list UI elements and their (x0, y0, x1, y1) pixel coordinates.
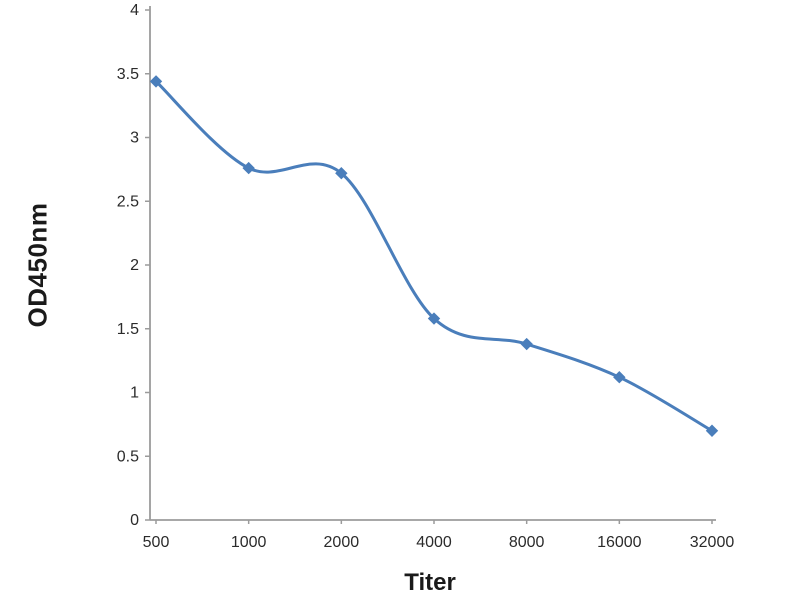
x-tick-label: 8000 (509, 534, 545, 551)
x-tick-label: 4000 (416, 534, 452, 551)
series-line (154, 79, 714, 433)
y-tick-label: 1 (130, 385, 139, 402)
x-tick-label: 1000 (231, 534, 267, 551)
y-tick-label: 3 (130, 130, 139, 147)
data-point-marker (520, 337, 533, 351)
y-tick-label: 1.5 (117, 321, 139, 338)
data-point-marker (705, 424, 719, 437)
data-point-marker (335, 166, 348, 180)
y-tick-label: 0.5 (117, 448, 139, 465)
data-point-marker (242, 161, 255, 175)
y-tick-label: 0 (130, 512, 139, 529)
x-tick-label: 500 (143, 534, 170, 551)
data-point-marker (427, 312, 441, 325)
y-tick-label: 2.5 (117, 193, 139, 210)
x-tick-label: 16000 (597, 534, 642, 551)
y-axis-title: OD450nm (22, 202, 53, 328)
data-point-marker (613, 370, 626, 384)
y-tick-label: 3.5 (117, 66, 139, 83)
data-point-marker (149, 75, 163, 88)
x-tick-label: 2000 (324, 534, 360, 551)
x-tick-label: 32000 (690, 534, 735, 551)
y-tick-label: 4 (130, 2, 139, 19)
y-tick-label: 2 (130, 257, 139, 274)
x-axis-title: Titer (404, 569, 456, 596)
